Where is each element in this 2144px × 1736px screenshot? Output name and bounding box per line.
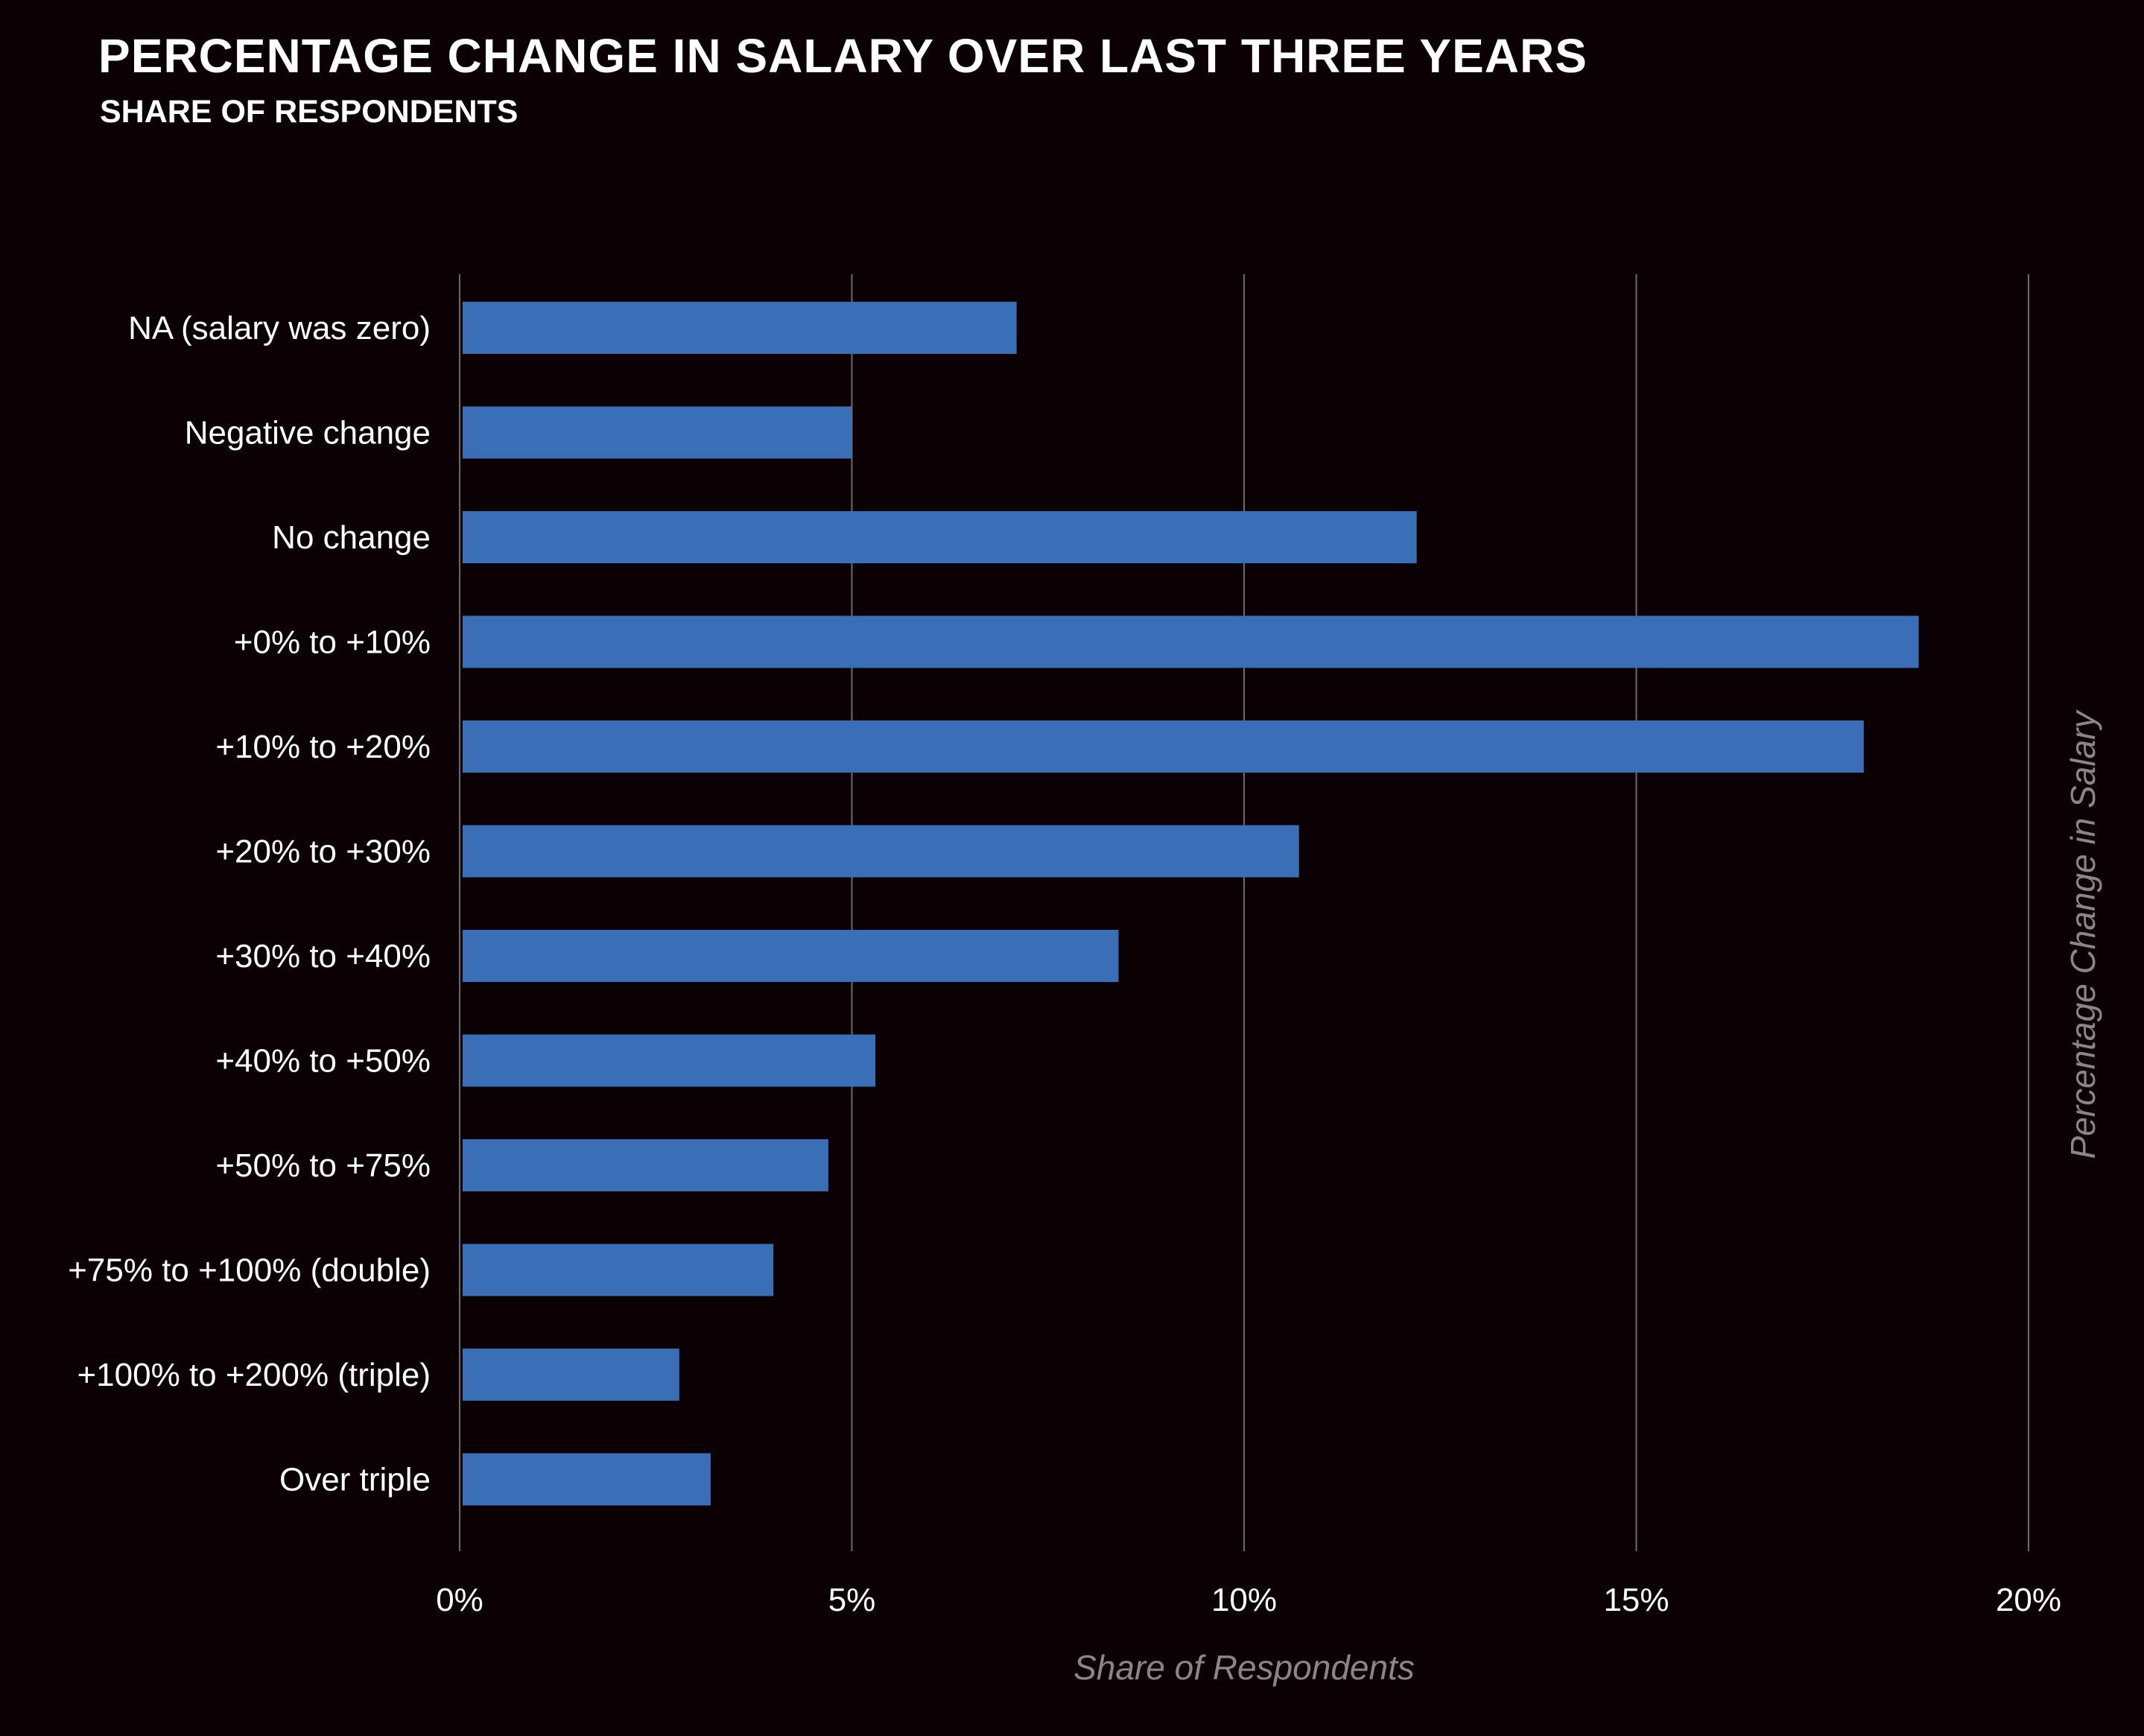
category-label: NA (salary was zero)	[128, 310, 431, 346]
category-label: +30% to +40%	[215, 938, 431, 975]
grid-layer	[459, 274, 2029, 1551]
chart-subtitle: SHARE OF RESPONDENTS	[100, 94, 518, 130]
category-label: +100% to +200% (triple)	[77, 1357, 431, 1393]
bar	[463, 720, 1864, 773]
x-tick-label: 15%	[1603, 1582, 1669, 1618]
category-label: +10% to +20%	[215, 729, 431, 765]
bar	[463, 1034, 876, 1087]
bar	[463, 615, 1919, 668]
category-label: +20% to +30%	[215, 834, 431, 870]
bar	[463, 1139, 828, 1191]
category-label: +50% to +75%	[215, 1147, 431, 1184]
category-label: Over triple	[279, 1462, 431, 1498]
bar	[463, 406, 852, 459]
x-tick-label: 0%	[436, 1582, 483, 1618]
category-label: No change	[272, 519, 431, 556]
category-label: +0% to +10%	[234, 624, 431, 661]
category-label: Negative change	[185, 415, 431, 452]
x-tick-labels: 0% 5% 10% 15% 20%	[436, 1582, 2061, 1618]
bar	[463, 1453, 711, 1506]
bar	[463, 1244, 774, 1296]
x-axis-title: Share of Respondents	[1073, 1648, 1415, 1687]
x-tick-label: 5%	[828, 1582, 876, 1618]
bar	[463, 1349, 679, 1401]
bar	[463, 302, 1017, 354]
bar	[463, 930, 1119, 982]
category-labels: NA (salary was zero) Negative change No ch…	[68, 310, 431, 1498]
y-axis-title: Percentage Change in Salary	[2064, 709, 2102, 1159]
category-label: +40% to +50%	[215, 1043, 431, 1080]
category-label: +75% to +100% (double)	[68, 1252, 431, 1289]
chart-title: PERCENTAGE CHANGE IN SALARY OVER LAST TH…	[98, 29, 1588, 83]
x-tick-label: 10%	[1211, 1582, 1277, 1618]
bar-layer	[463, 302, 1919, 1506]
bar	[463, 511, 1417, 563]
bar	[463, 825, 1299, 878]
x-tick-label: 20%	[1996, 1582, 2061, 1618]
